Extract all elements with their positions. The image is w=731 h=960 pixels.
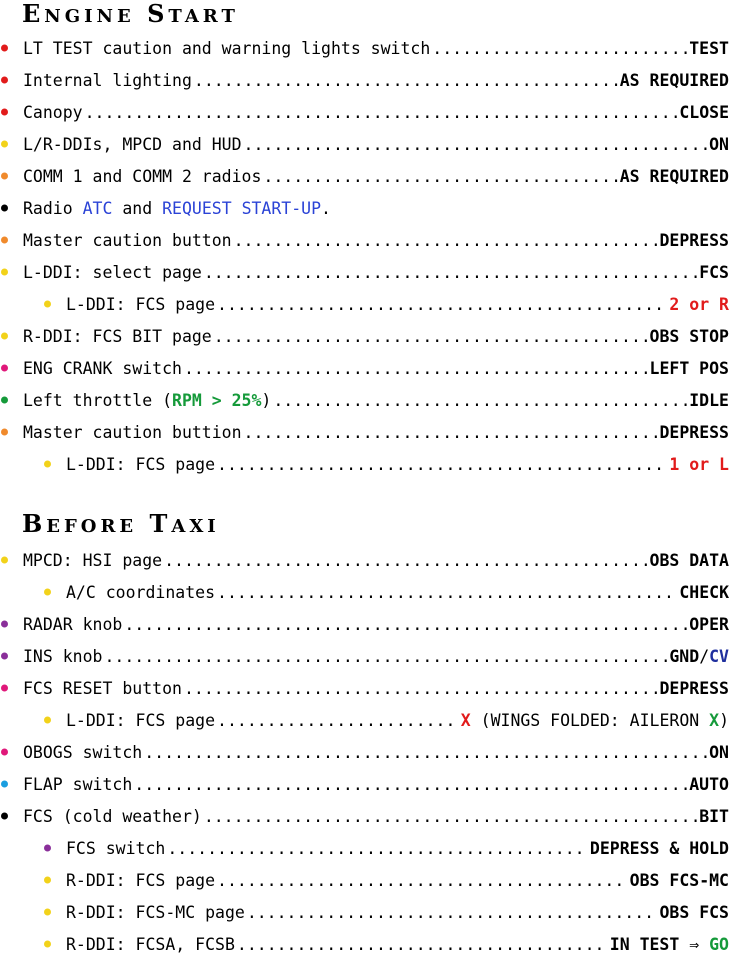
yellow-bullet-icon	[44, 300, 51, 308]
yellow-bullet-icon	[44, 460, 51, 468]
list-subitem: L-DDI: FCS page X (WINGS FOLDED: AILERON…	[0, 704, 731, 736]
list-subitem: L-DDI: FCS page 2 or R	[0, 288, 731, 320]
leader-dots	[167, 839, 588, 858]
leader-dots	[134, 775, 687, 794]
list-item: Internal lighting AS REQUIRED	[0, 64, 731, 96]
list-item: COMM 1 and COMM 2 radios AS REQUIRED	[0, 160, 731, 192]
leader-dots	[237, 935, 608, 954]
yellow-bullet-icon	[1, 332, 8, 340]
section-heading-engine-start: ENGINE START	[22, 0, 239, 28]
list-item: Left throttle (RPM > 25%) IDLE	[0, 384, 731, 416]
leader-dots	[244, 423, 658, 442]
yellow-bullet-icon	[1, 268, 8, 276]
yellow-bullet-icon	[44, 940, 51, 948]
list-item: LT TEST caution and warning lights switc…	[0, 32, 731, 64]
leader-dots	[432, 39, 687, 58]
leader-dots	[204, 807, 697, 826]
list-item: INS knob GND/CV	[0, 640, 731, 672]
atc-link-text: ATC	[82, 198, 113, 218]
section-heading-before-taxi: BEFORE TAXI	[22, 509, 220, 538]
leader-dots	[194, 71, 618, 90]
list-item: FLAP switch AUTO	[0, 768, 731, 800]
list-item: L/R-DDIs, MPCD and HUD ON	[0, 128, 731, 160]
list-item: Master caution buttion DEPRESS	[0, 416, 731, 448]
list-item: L-DDI: select page FCS	[0, 256, 731, 288]
list-subitem: R-DDI: FCS page OBS FCS-MC	[0, 864, 731, 896]
list-item: FCS (cold weather) BIT	[0, 800, 731, 832]
list-item: MPCD: HSI page OBS DATA	[0, 544, 731, 576]
yellow-bullet-icon	[1, 140, 8, 148]
leader-dots	[144, 743, 707, 762]
leader-dots	[234, 231, 658, 250]
list-item: RADAR knob OPER	[0, 608, 731, 640]
list-subitem: L-DDI: FCS page 1 or L	[0, 448, 731, 480]
green-bullet-icon	[1, 396, 8, 404]
leader-dots	[217, 455, 667, 474]
list-subitem: A/C coordinates CHECK	[0, 576, 731, 608]
orange-bullet-icon	[1, 172, 8, 180]
list-item: OBOGS switch ON	[0, 736, 731, 768]
leader-dots	[217, 871, 628, 890]
magenta-bullet-icon	[1, 748, 8, 756]
purple-bullet-icon	[44, 844, 51, 852]
list-item: ENG CRANK switch LEFT POS	[0, 352, 731, 384]
black-bullet-icon	[1, 204, 8, 212]
leader-dots	[273, 391, 687, 410]
list-item: Canopy CLOSE	[0, 96, 731, 128]
leader-dots	[217, 295, 667, 314]
leader-dots	[184, 359, 648, 378]
rpm-condition: RPM > 25%	[172, 390, 262, 410]
right-double-arrow-icon: ⇒	[689, 934, 700, 954]
magenta-bullet-icon	[1, 684, 8, 692]
leader-dots	[217, 583, 677, 602]
list-item: Radio ATC and REQUEST START-UP.	[0, 192, 731, 224]
red-bullet-icon	[1, 44, 8, 52]
yellow-bullet-icon	[1, 556, 8, 564]
list-item: R-DDI: FCS BIT page OBS STOP	[0, 320, 731, 352]
orange-bullet-icon	[1, 428, 8, 436]
leader-dots	[204, 263, 697, 282]
list-item: FCS RESET button DEPRESS	[0, 672, 731, 704]
red-bullet-icon	[1, 108, 8, 116]
purple-bullet-icon	[1, 652, 8, 660]
leader-dots	[214, 327, 648, 346]
leader-dots	[164, 551, 647, 570]
leader-dots	[124, 615, 687, 634]
leader-dots	[247, 903, 658, 922]
red-bullet-icon	[1, 76, 8, 84]
list-item: Master caution button DEPRESS	[0, 224, 731, 256]
leader-dots	[217, 711, 459, 730]
orange-bullet-icon	[1, 236, 8, 244]
leader-dots	[85, 103, 678, 122]
yellow-bullet-icon	[44, 588, 51, 596]
list-subitem: FCS switch DEPRESS & HOLD	[0, 832, 731, 864]
magenta-bullet-icon	[1, 364, 8, 372]
leader-dots	[184, 679, 658, 698]
black-bullet-icon	[1, 812, 8, 820]
list-subitem: R-DDI: FCS-MC page OBS FCS	[0, 896, 731, 928]
yellow-bullet-icon	[44, 876, 51, 884]
yellow-bullet-icon	[44, 716, 51, 724]
request-startup-text: REQUEST START-UP	[162, 198, 322, 218]
leader-dots	[263, 167, 617, 186]
cyan-bullet-icon	[1, 780, 8, 788]
purple-bullet-icon	[1, 620, 8, 628]
leader-dots	[104, 647, 667, 666]
list-subitem: R-DDI: FCSA, FCSB IN TEST ⇒ GO	[0, 928, 731, 960]
leader-dots	[244, 135, 708, 154]
yellow-bullet-icon	[44, 908, 51, 916]
